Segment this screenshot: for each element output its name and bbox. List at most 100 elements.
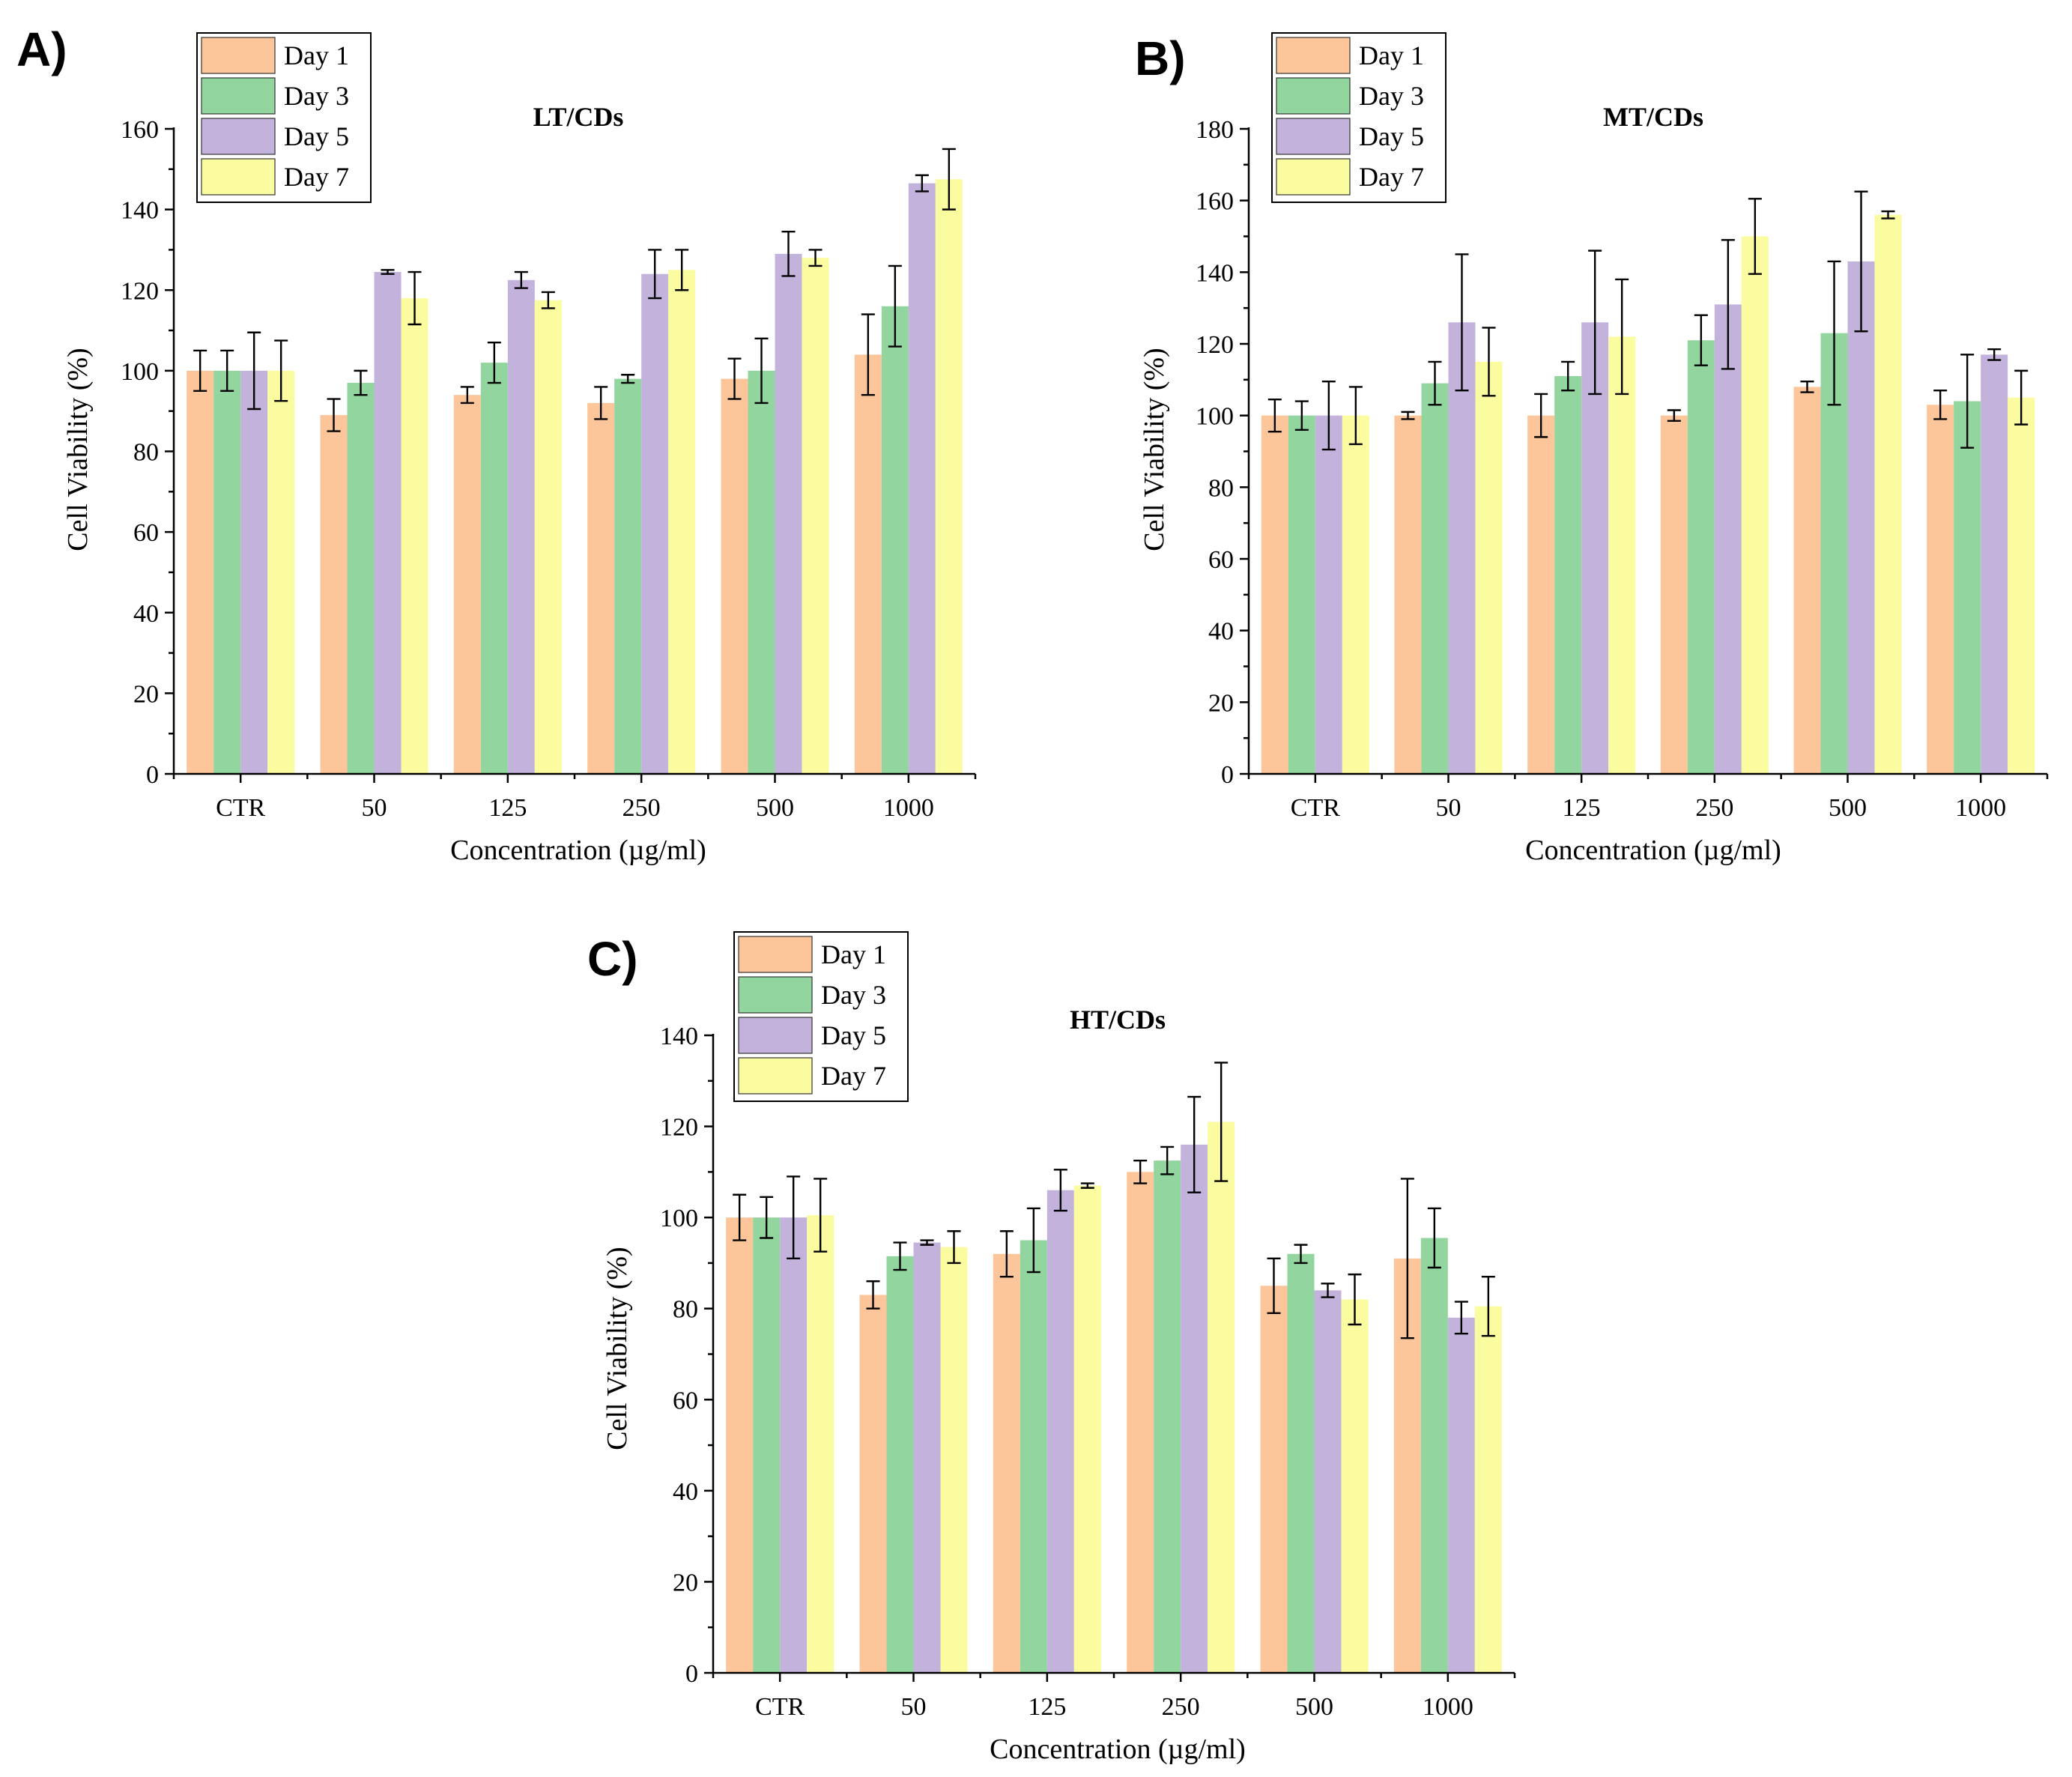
legend-swatch-day3 [738, 976, 813, 1014]
bar-day3-ctr [213, 370, 241, 774]
bar-day3-250 [1687, 340, 1715, 774]
bar-day1-1000 [1927, 405, 1954, 774]
y-tick-label: 140 [121, 197, 159, 225]
bar-day1-ctr [1261, 415, 1288, 774]
bar-day7-500 [1341, 1299, 1369, 1673]
y-tick-label: 160 [1196, 188, 1234, 216]
y-tick-label: 160 [121, 116, 159, 144]
y-tick-label: 0 [146, 761, 159, 789]
x-tick-label: 125 [1563, 794, 1601, 822]
y-tick-label: 100 [1196, 403, 1234, 431]
legend-label-day5: Day 5 [821, 1020, 886, 1050]
y-tick-label: 40 [1208, 618, 1234, 646]
x-tick-label: 50 [362, 794, 387, 822]
bar-day7-250 [1741, 236, 1769, 774]
y-tick-label: 120 [660, 1114, 698, 1142]
bar-day7-ctr [1342, 415, 1369, 774]
bar-day1-125 [453, 395, 481, 774]
x-axis-label: Concentration (µg/ml) [990, 1734, 1246, 1765]
legend-label-day5: Day 5 [1359, 121, 1424, 151]
bar-day5-50 [1448, 322, 1476, 774]
bar-day3-250 [614, 378, 642, 774]
bar-day7-1000 [935, 179, 963, 774]
bar-day5-ctr [780, 1217, 808, 1673]
bar-day5-500 [775, 253, 802, 775]
bar-day3-1000 [1420, 1238, 1448, 1673]
panel-letter: A) [16, 22, 67, 76]
legend-swatch-day1 [201, 37, 276, 74]
bar-day7-50 [940, 1247, 968, 1673]
bar-day7-500 [1874, 214, 1902, 774]
bar-day7-250 [668, 270, 696, 774]
bar-day3-500 [1820, 333, 1848, 774]
legend-label-day7: Day 7 [1359, 162, 1424, 192]
legend-label-day3: Day 3 [821, 980, 886, 1010]
y-axis-label: Cell Viability (%) [602, 1247, 633, 1450]
bar-day7-250 [1208, 1121, 1235, 1673]
panel-letter: C) [587, 932, 638, 986]
bar-day7-125 [1073, 1185, 1101, 1673]
legend-swatch-day5 [201, 118, 276, 155]
bar-day7-500 [802, 258, 829, 774]
x-tick-label: 250 [1162, 1693, 1200, 1721]
bar-day5-250 [641, 273, 669, 775]
bar-day3-50 [347, 383, 375, 774]
y-tick-label: 140 [1196, 259, 1234, 287]
y-tick-label: 20 [1208, 689, 1234, 717]
legend-label-day1: Day 1 [821, 939, 886, 969]
bar-day7-ctr [807, 1215, 834, 1673]
bar-day5-250 [1181, 1144, 1208, 1673]
y-tick-label: 40 [673, 1478, 698, 1506]
legend-swatch-day3 [1276, 77, 1351, 115]
y-tick-label: 60 [673, 1387, 698, 1414]
bar-day5-1000 [1447, 1317, 1475, 1673]
bar-day1-ctr [726, 1217, 754, 1673]
legend-swatch-day3 [201, 77, 276, 115]
legend-swatch-day1 [1276, 37, 1351, 74]
y-tick-label: 120 [121, 277, 159, 305]
bar-day1-50 [320, 415, 348, 774]
bar-day3-125 [480, 363, 508, 774]
x-axis-label: Concentration (µg/ml) [450, 835, 706, 866]
y-tick-label: 20 [133, 680, 159, 708]
bar-day3-125 [1020, 1240, 1047, 1673]
x-axis-label: Concentration (µg/ml) [1525, 835, 1781, 866]
y-tick-label: 180 [1196, 116, 1234, 144]
bar-day1-125 [993, 1253, 1020, 1673]
x-tick-label: 125 [1028, 1693, 1066, 1721]
bar-day1-500 [1260, 1286, 1288, 1673]
y-tick-label: 80 [673, 1296, 698, 1324]
bar-day5-125 [1581, 322, 1609, 774]
bar-day5-ctr [240, 370, 268, 774]
legend-label-day1: Day 1 [284, 40, 349, 70]
bar-day5-125 [1046, 1190, 1074, 1673]
bar-day5-50 [374, 272, 402, 774]
bar-day3-125 [1554, 376, 1582, 774]
bar-day3-ctr [1288, 415, 1315, 774]
legend-swatch-day5 [1276, 118, 1351, 155]
legend-swatch-day5 [738, 1017, 813, 1054]
legend-swatch-day7 [738, 1057, 813, 1095]
bar-day5-125 [507, 279, 535, 774]
x-tick-label: 500 [1829, 794, 1867, 822]
chart-panel-mt-cds: B) MT/CDs 0 20 40 60 80 100 120 140 160 180 CTR 50 125… [1135, 31, 2049, 866]
bar-day3-ctr [753, 1217, 781, 1673]
bar-day1-500 [1793, 387, 1821, 774]
legend: Day 1 Day 3 Day 5 Day 7 [1271, 32, 1447, 203]
x-tick-label: 1000 [1423, 1693, 1473, 1721]
x-tick-label: CTR [216, 794, 265, 822]
bar-day7-125 [534, 300, 562, 774]
bar-day1-125 [1527, 415, 1555, 774]
bar-day3-50 [886, 1256, 914, 1673]
bar-day1-ctr [187, 370, 214, 774]
y-axis-label: Cell Viability (%) [1139, 348, 1170, 551]
chart-title: HT/CDs [1070, 1005, 1166, 1035]
bar-day7-50 [1475, 361, 1503, 775]
bar-day7-50 [401, 298, 428, 774]
bar-day5-1000 [908, 183, 936, 775]
legend-label-day1: Day 1 [1359, 40, 1424, 70]
legend: Day 1 Day 3 Day 5 Day 7 [196, 32, 372, 203]
panel-letter: B) [1135, 31, 1186, 85]
bar-day1-50 [859, 1295, 887, 1673]
